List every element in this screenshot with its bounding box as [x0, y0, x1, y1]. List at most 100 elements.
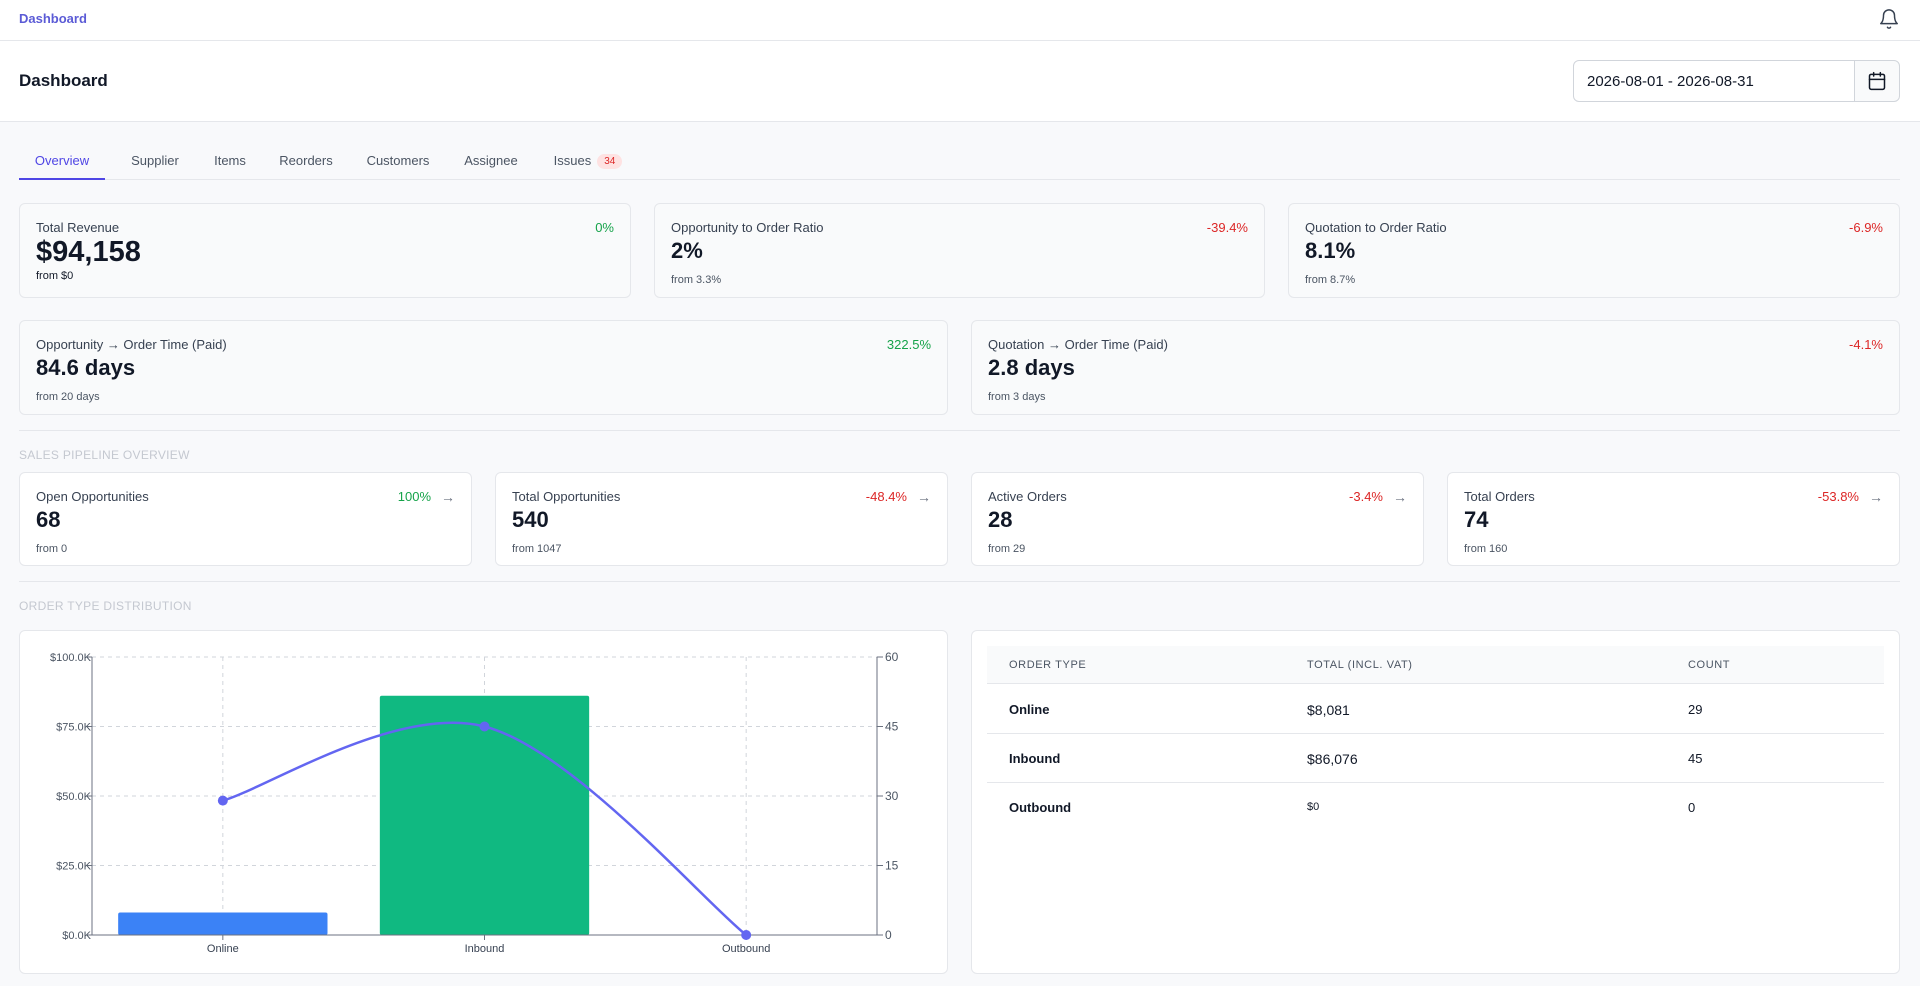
y-left-tick-label: $50.0K — [56, 791, 92, 803]
bar-online — [118, 912, 328, 935]
pipeline-card-total-opportunities[interactable]: Total Opportunities -48.4% → 540 from 10… — [495, 472, 948, 566]
line-point-online — [217, 795, 228, 806]
arrow-right-icon[interactable]: → — [1869, 489, 1883, 505]
kpi-from: from $0 — [36, 270, 74, 282]
cell-total: $0 — [1307, 801, 1320, 813]
cell-order-type: Online — [1009, 702, 1050, 717]
tab-label: Issues — [553, 153, 592, 168]
kpi-value: 74 — [1464, 507, 1489, 532]
tab-overview[interactable]: Overview — [19, 140, 105, 180]
tab-label: Reorders — [279, 153, 333, 168]
kpi-value: 8.1% — [1305, 238, 1356, 263]
arrow-right-icon[interactable]: → — [1393, 489, 1407, 505]
column-header-total: TOTAL (INCL. VAT) — [1307, 659, 1413, 671]
tab-issues[interactable]: Issues 34 — [538, 140, 638, 180]
pipeline-card-open-opportunities[interactable]: Open Opportunities 100% → 68 from 0 — [19, 472, 472, 566]
section-divider — [19, 430, 1900, 431]
cell-order-type: Outbound — [1009, 800, 1072, 815]
kpi-change: -53.8% — [1817, 489, 1859, 504]
arrow-right-icon[interactable]: → — [441, 489, 455, 505]
kpi-label: Quotation → Order Time (Paid) — [988, 337, 1168, 352]
kpi-change: 322.5% — [886, 337, 931, 352]
y-right-tick-label: 60 — [885, 650, 899, 664]
kpi-card-opportunity-time: Opportunity → Order Time (Paid) 322.5% 8… — [19, 320, 948, 415]
order-type-chart-card: $0.0K $25.0K $50.0K $75.0K $100.0K 0 15 30 45 60 O… — [19, 630, 948, 974]
table-row: Online $8,081 29 — [987, 685, 1884, 734]
kpi-label: Total Revenue — [36, 220, 120, 235]
tab-supplier[interactable]: Supplier — [115, 140, 195, 180]
tab-label: Items — [214, 153, 246, 168]
x-tick-label: Inbound — [465, 943, 505, 955]
kpi-label: Opportunity to Order Ratio — [671, 220, 824, 235]
kpi-from: from 20 days — [36, 391, 100, 403]
tab-label: Supplier — [131, 153, 179, 168]
kpi-change: -4.1% — [1849, 337, 1883, 352]
y-right-tick-label: 0 — [885, 928, 892, 942]
top-bar: Dashboard — [0, 0, 1920, 41]
x-tick-label: Outbound — [722, 943, 770, 955]
pipeline-card-total-orders[interactable]: Total Orders -53.8% → 74 from 160 — [1447, 472, 1900, 566]
kpi-change: 0% — [595, 220, 614, 235]
calendar-button[interactable] — [1854, 60, 1900, 102]
y-right-tick-label: 45 — [885, 720, 899, 734]
section-title-pipeline: SALES PIPELINE OVERVIEW — [19, 448, 190, 462]
kpi-value: 540 — [512, 507, 549, 532]
y-left-tick-label: $0.0K — [62, 930, 91, 942]
kpi-from: from 3.3% — [671, 274, 722, 286]
column-header-count: COUNT — [1688, 659, 1731, 671]
breadcrumb-dashboard[interactable]: Dashboard — [19, 11, 87, 26]
kpi-value: $94,158 — [36, 236, 141, 268]
cell-count: 0 — [1688, 800, 1696, 815]
kpi-change: -6.9% — [1849, 220, 1883, 235]
kpi-card-quotation-ratio: Quotation to Order Ratio -6.9% 8.1% from… — [1288, 203, 1900, 298]
tab-items[interactable]: Items — [199, 140, 261, 180]
tab-reorders[interactable]: Reorders — [265, 140, 347, 180]
kpi-value: 2.8 days — [988, 355, 1075, 380]
y-left-tick-label: $100.0K — [50, 652, 92, 664]
kpi-label: Total Opportunities — [512, 489, 621, 504]
order-type-chart: $0.0K $25.0K $50.0K $75.0K $100.0K 0 15 30 45 60 O… — [50, 650, 899, 955]
kpi-from: from 8.7% — [1305, 274, 1356, 286]
y-right-tick-label: 30 — [885, 789, 899, 803]
kpi-label: Active Orders — [988, 489, 1067, 504]
y-left-tick-label: $25.0K — [56, 861, 92, 873]
tab-label: Customers — [366, 153, 430, 168]
cell-count: 45 — [1688, 751, 1703, 766]
cell-total: $8,081 — [1307, 702, 1350, 718]
kpi-value: 68 — [36, 507, 61, 532]
kpi-change: -39.4% — [1206, 220, 1248, 235]
tab-label: Overview — [34, 153, 90, 168]
section-divider — [19, 581, 1900, 582]
kpi-card-quotation-time: Quotation → Order Time (Paid) -4.1% 2.8 … — [971, 320, 1900, 415]
kpi-card-opportunity-ratio: Opportunity to Order Ratio -39.4% 2% fro… — [654, 203, 1265, 298]
table-header: ORDER TYPE TOTAL (INCL. VAT) COUNT — [987, 646, 1884, 684]
kpi-from: from 3 days — [988, 391, 1046, 403]
arrow-right-icon[interactable]: → — [917, 489, 931, 505]
table-row: Outbound $0 0 — [987, 783, 1884, 832]
y-left-tick-label: $75.0K — [56, 722, 92, 734]
tab-customers[interactable]: Customers — [352, 140, 444, 180]
kpi-card-total-revenue: Total Revenue 0% $94,158 from $0 — [19, 203, 631, 298]
calendar-icon — [1868, 71, 1886, 91]
page-title: Dashboard — [19, 71, 108, 90]
cell-total: $86,076 — [1307, 751, 1358, 767]
kpi-label: Total Orders — [1464, 489, 1535, 504]
y-right-tick-label: 15 — [885, 859, 899, 873]
kpi-value: 84.6 days — [36, 355, 136, 380]
bar-inbound — [379, 695, 590, 935]
kpi-change: 100% — [397, 489, 431, 504]
line-point-outbound — [741, 930, 752, 940]
cell-count: 29 — [1688, 702, 1703, 717]
column-header-order-type: ORDER TYPE — [1009, 659, 1087, 671]
kpi-label: Open Opportunities — [36, 489, 149, 504]
pipeline-card-active-orders[interactable]: Active Orders -3.4% → 28 from 29 — [971, 472, 1424, 566]
kpi-from: from 1047 — [512, 543, 562, 555]
tab-assignee[interactable]: Assignee — [449, 140, 533, 180]
kpi-label: Quotation to Order Ratio — [1305, 220, 1447, 235]
section-title-distribution: ORDER TYPE DISTRIBUTION — [19, 599, 192, 613]
dashboard-tabs: Overview Supplier Items Reorders Custome… — [19, 140, 1900, 180]
notification-bell-icon[interactable] — [1878, 7, 1900, 31]
date-range-input[interactable] — [1573, 60, 1855, 102]
kpi-value: 2% — [671, 238, 703, 263]
kpi-from: from 29 — [988, 543, 1026, 555]
